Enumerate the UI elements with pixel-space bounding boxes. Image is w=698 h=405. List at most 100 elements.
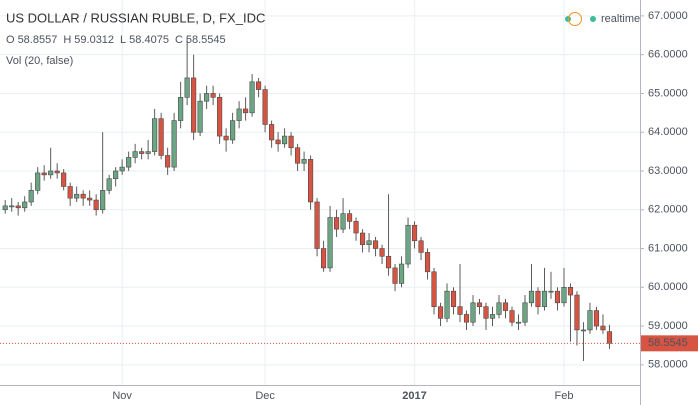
ohlc-legend-value: 59.0312 xyxy=(74,34,114,46)
candle-body xyxy=(158,118,164,156)
candle-body xyxy=(522,302,528,323)
candle-body xyxy=(28,190,34,203)
candle-body xyxy=(580,329,587,332)
candle-body xyxy=(327,217,333,269)
y-tick-label: 61.0000 xyxy=(648,242,688,254)
y-tick-label: 58.0000 xyxy=(648,359,688,371)
candle-body xyxy=(35,172,41,191)
y-tick-label: 63.0000 xyxy=(648,165,688,177)
candle-body xyxy=(574,294,580,331)
candle-body xyxy=(119,166,125,172)
candle-body xyxy=(463,314,470,323)
candle-body xyxy=(22,201,28,209)
ohlc-legend-value: 58.8557 xyxy=(18,34,58,46)
chart-title: US DOLLAR / RUSSIAN RUBLE, D, FX_IDC xyxy=(6,10,265,25)
candle-body xyxy=(437,306,444,319)
candle-body xyxy=(230,120,236,141)
candle-body xyxy=(366,240,372,245)
y-tick-label: 64.0000 xyxy=(648,126,688,138)
ohlc-legend-key: H xyxy=(63,34,71,46)
candle-body xyxy=(359,232,366,245)
candle-body xyxy=(541,290,548,307)
y-tick-label: 59.0000 xyxy=(648,320,688,332)
candle-body xyxy=(106,178,112,191)
candle-body xyxy=(502,302,509,311)
candle-body xyxy=(483,306,489,319)
candle-body xyxy=(600,325,606,331)
candle-body xyxy=(418,240,424,253)
candle-body xyxy=(561,286,567,304)
candle-body xyxy=(398,263,405,284)
candle-body xyxy=(470,302,476,323)
candle-body xyxy=(139,151,145,154)
y-tick-label: 62.0000 xyxy=(648,204,688,216)
x-tick-label: Feb xyxy=(554,390,573,402)
candle-body xyxy=(444,290,450,319)
candle-body xyxy=(593,310,600,327)
candle-body xyxy=(353,221,359,234)
candle-body xyxy=(606,331,613,344)
y-tick-label: 67.0000 xyxy=(648,10,688,22)
candle-body xyxy=(489,314,496,319)
candle-body xyxy=(15,205,21,209)
ohlc-legend-value: 58.5545 xyxy=(186,34,226,46)
candle-body xyxy=(262,89,268,125)
candle-body xyxy=(217,97,223,137)
candle-body xyxy=(295,147,301,164)
last-price-label: 58.5545 xyxy=(648,337,688,349)
y-tick-label: 65.0000 xyxy=(648,87,688,99)
candle-body xyxy=(113,170,119,180)
candle-body xyxy=(457,306,463,315)
candle-body xyxy=(2,205,8,211)
candle-body xyxy=(548,290,554,293)
last-price-box xyxy=(641,335,698,352)
status-label: realtime xyxy=(601,13,640,25)
candle-body xyxy=(288,135,294,149)
candle-body xyxy=(587,310,593,331)
candle-body xyxy=(346,213,353,222)
candle-body xyxy=(61,172,67,187)
candles xyxy=(2,39,613,361)
candle-body xyxy=(132,151,138,158)
ohlc-legend-value: 58.4075 xyxy=(129,34,169,46)
warning-icon[interactable] xyxy=(568,12,582,26)
candle-body xyxy=(476,302,483,307)
candle-body xyxy=(93,199,99,211)
candle-body xyxy=(301,159,307,164)
candle-body xyxy=(178,97,184,121)
candle-body xyxy=(314,201,320,249)
candle-body xyxy=(496,302,502,315)
candle-body xyxy=(100,190,106,211)
candle-body xyxy=(74,193,80,199)
candle-body xyxy=(515,321,522,324)
candle-body xyxy=(197,100,203,133)
grid xyxy=(0,0,640,385)
candle-body xyxy=(41,172,47,176)
candle-body xyxy=(567,286,574,296)
candle-body xyxy=(405,224,411,265)
x-tick-label: Nov xyxy=(112,390,132,402)
candle-body xyxy=(385,255,392,269)
candle-body xyxy=(372,240,379,249)
candle-body xyxy=(9,205,15,208)
x-tick-label: 2017 xyxy=(402,390,426,402)
candle-body xyxy=(528,290,535,304)
candle-body xyxy=(48,170,54,176)
ohlc-legend-key: C xyxy=(175,34,183,46)
candle-body xyxy=(165,155,171,168)
candle-body xyxy=(308,159,314,203)
x-tick-label: Dec xyxy=(255,390,275,402)
candle-body xyxy=(67,186,73,199)
candle-body xyxy=(126,157,132,168)
candle-body xyxy=(210,93,216,98)
candle-body xyxy=(87,197,93,201)
candle-body xyxy=(275,139,281,145)
ohlc-legend-key: O xyxy=(6,34,15,46)
candle-body xyxy=(424,252,431,273)
candle-body xyxy=(249,81,255,114)
candle-body xyxy=(243,108,249,114)
candle-body xyxy=(509,310,515,323)
indicator-label: Vol (20, false) xyxy=(6,55,73,67)
